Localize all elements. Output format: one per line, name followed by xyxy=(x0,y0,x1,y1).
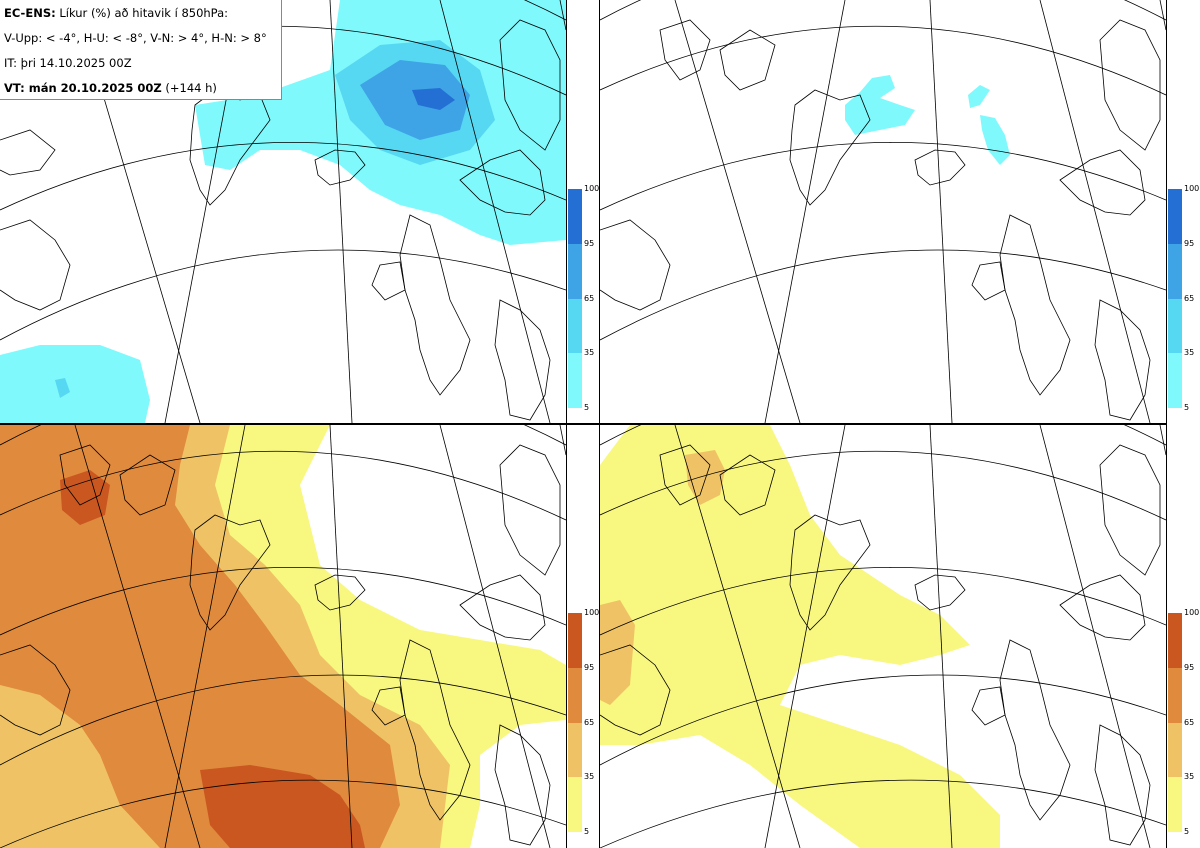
map-warm-plus4 xyxy=(0,425,566,848)
legend-tick-label: 35 xyxy=(584,348,595,358)
legend-bottom-left: 5 35 65 95 100 xyxy=(568,609,599,836)
legend-color-segment xyxy=(568,243,582,299)
legend-tick-label: 100 xyxy=(584,184,600,193)
prob-area-south-mid xyxy=(55,378,70,398)
legend-tick-label: 5 xyxy=(584,827,590,836)
title-line: EC-ENS: Líkur (%) að hitavik í 850hPa: xyxy=(4,6,228,20)
legend-color-segment xyxy=(1168,613,1182,668)
legend-bottom-right: 5 35 65 95 100 xyxy=(1168,609,1199,836)
legend-tick-label: 95 xyxy=(1184,662,1195,672)
map-panel-bottom-right xyxy=(600,425,1166,848)
legend-tick-label: 65 xyxy=(1184,717,1195,727)
legend-tick-label: 5 xyxy=(1184,403,1190,412)
valid-time-line: VT: mán 20.10.2025 00Z (+144 h) xyxy=(4,81,217,95)
separator-vertical-left xyxy=(566,0,567,848)
prob-area-max-north xyxy=(60,470,110,525)
valid-offset: (+144 h) xyxy=(161,81,217,95)
legend-color-segment xyxy=(568,722,582,778)
prob-area-max xyxy=(412,88,455,110)
legend-color-segment xyxy=(1168,243,1182,299)
legend-tick-label: 35 xyxy=(1184,772,1195,782)
legend-color-segment xyxy=(1168,667,1182,723)
legend-tick-label: 5 xyxy=(1184,827,1190,836)
legend-color-segment xyxy=(1168,298,1182,354)
legend-tick-label: 100 xyxy=(584,608,600,617)
title-text: Líkur (%) að hitavik í 850hPa: xyxy=(55,6,229,20)
legend-tick-label: 65 xyxy=(584,717,595,727)
prob-area-south xyxy=(0,345,150,423)
info-box: EC-ENS: Líkur (%) að hitavik í 850hPa: V… xyxy=(0,0,282,100)
legend-tick-label: 95 xyxy=(584,662,595,672)
coastlines xyxy=(600,444,1161,846)
legend-tick-label: 65 xyxy=(584,293,595,303)
legend-tick-label: 95 xyxy=(1184,238,1195,248)
legend-tick-label: 95 xyxy=(584,238,595,248)
legend-color-segment xyxy=(1168,353,1182,408)
issue-time: IT: þri 14.10.2025 00Z xyxy=(4,56,132,70)
map-warm-plus8 xyxy=(600,425,1166,848)
prob-area-max xyxy=(200,765,365,848)
separator-vertical-right xyxy=(599,0,600,848)
product-name: EC-ENS: xyxy=(4,6,56,20)
legend-tick-label: 100 xyxy=(1184,608,1200,617)
legend-tick-label: 100 xyxy=(1184,184,1200,193)
legend-color-segment xyxy=(568,613,582,668)
legend-top-left: 5 35 65 95 100 xyxy=(568,185,599,412)
graticule xyxy=(600,0,1166,423)
legend-tick-label: 5 xyxy=(584,403,590,412)
legend-color-segment xyxy=(568,353,582,408)
prob-area-mid-north xyxy=(685,450,725,505)
legend-color-segment xyxy=(568,667,582,723)
coastlines xyxy=(600,19,1161,421)
graticule xyxy=(0,425,566,848)
legend-color-segment xyxy=(1168,722,1182,778)
prob-area-high xyxy=(360,60,470,140)
legend-tick-label: 35 xyxy=(1184,348,1195,358)
prob-area-high xyxy=(0,425,400,848)
legend-color-segment xyxy=(568,189,582,244)
legend-color-segment xyxy=(1168,189,1182,244)
separator-horizontal xyxy=(0,423,1166,425)
legend-tick-label: 35 xyxy=(584,772,595,782)
legend-color-segment xyxy=(568,777,582,832)
prob-area-light xyxy=(600,425,1000,848)
legend-color-segment xyxy=(568,298,582,354)
graticule xyxy=(600,425,1166,848)
map-cold-minus8 xyxy=(600,0,1166,423)
categories-line: V-Upp: < -4°, H-U: < -8°, V-N: > 4°, H-N… xyxy=(4,31,267,45)
legend-color-segment xyxy=(1168,777,1182,832)
prob-area-greenland xyxy=(845,75,915,135)
legend-tick-label: 65 xyxy=(1184,293,1195,303)
prob-area-scand-north xyxy=(968,85,990,108)
prob-area-mid-west xyxy=(600,600,635,705)
map-panel-bottom-left xyxy=(0,425,566,848)
prob-area-scand xyxy=(980,115,1010,165)
legend-top-right: 5 35 65 95 100 xyxy=(1168,185,1199,412)
coastlines xyxy=(0,444,561,846)
map-panel-top-right xyxy=(600,0,1166,423)
separator-vertical-edge xyxy=(1166,0,1167,848)
valid-time: VT: mán 20.10.2025 00Z xyxy=(4,81,162,95)
